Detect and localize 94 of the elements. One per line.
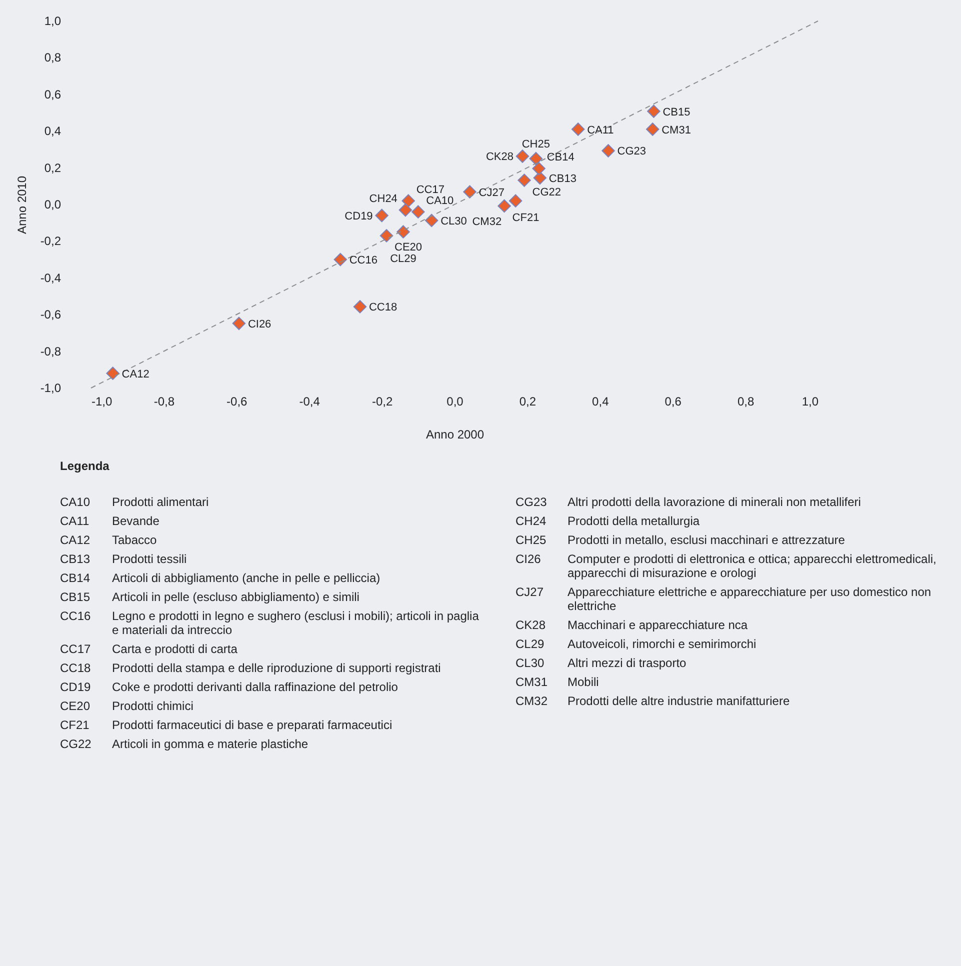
y-tick-label: -0,8 (40, 344, 62, 358)
text: CG23 Altri prodotti della lavorazione di minerali non metalliferi (516, 495, 861, 509)
annotation: CC17 (416, 184, 444, 196)
point (602, 144, 615, 158)
point (646, 122, 660, 136)
x-tick-label: -0,6 (226, 394, 248, 408)
text: CL30 Altri mezzi di trasporto (516, 656, 686, 670)
annotation: CC16 (349, 254, 378, 267)
annotation: CB15 (662, 106, 690, 118)
y-tick-label: -0,2 (40, 234, 62, 248)
text: CC16 Legno e prodotti in legno e sughero (esclusi i mobili); articoli in paglia e materiali da intreccio (60, 609, 479, 637)
point (518, 174, 531, 187)
x-axis-title: Anno 2000 (426, 428, 484, 442)
text: CF21 Prodotti farmaceutici di base e preparati farmaceutici (60, 718, 392, 732)
point (398, 203, 412, 217)
point (498, 199, 511, 213)
x-tick-label: 0,8 (737, 394, 754, 408)
point (516, 150, 530, 163)
x-tick-label: 1,0 (802, 394, 819, 408)
text: CB13 Prodotti tessili (60, 552, 187, 566)
text: CD19 Coke e prodotti derivanti dalla raffinazione del petrolio (60, 680, 398, 694)
annotation: CB13 (548, 172, 576, 185)
point (647, 104, 660, 118)
x-tick-label: 0,4 (592, 394, 610, 408)
annotation: CA10 (426, 194, 454, 207)
text: CA12 Tabacco (60, 533, 157, 547)
y-tick-label: 0,4 (44, 124, 62, 138)
annotation: CH25 (522, 138, 550, 151)
text: CA10 Prodotti alimentari (60, 495, 209, 509)
x-tick-label: -0,8 (154, 394, 175, 408)
text: CH24 Prodotti della metallurgia (516, 514, 700, 528)
point (532, 162, 546, 176)
annotation: CB14 (546, 152, 574, 164)
annotation: CK28 (486, 151, 514, 164)
annotation: CI26 (248, 318, 272, 330)
point (424, 214, 438, 228)
annotation: CL30 (440, 215, 467, 228)
y-tick-label: -1,0 (40, 381, 62, 395)
annotation: CE20 (394, 242, 422, 254)
y-tick-label: 0,2 (44, 160, 62, 175)
annotation: CF21 (512, 212, 540, 224)
x-tick-label: 0,0 (446, 394, 464, 408)
text: CC18 Prodotti della stampa e delle riproduzione di supporti registrati (60, 661, 441, 675)
annotation: CA11 (587, 124, 614, 136)
x-tick-label: -0,2 (372, 394, 393, 408)
point (334, 252, 347, 266)
annotation: CG22 (532, 186, 562, 198)
annotation: CH24 (369, 193, 398, 206)
point (375, 208, 388, 222)
point (529, 152, 543, 166)
annotation: CG23 (617, 146, 646, 158)
point (463, 185, 476, 198)
y-tick-label: -0,4 (40, 270, 62, 285)
y-axis-title: Anno 2010 (15, 176, 29, 234)
text: CK28 Macchinari e apparecchiature nca (516, 618, 748, 632)
text: CC17 Carta e prodotti di carta (60, 642, 238, 656)
y-tick-label: 0,8 (44, 50, 62, 65)
text: CB15 Articoli in pelle (escluso abbigliamento) e simili (60, 590, 360, 604)
x-tick-label: 0,6 (664, 394, 682, 408)
point (106, 366, 120, 380)
text: CL29 Autoveicoli, rimorchi e semirimorchi (516, 637, 756, 651)
y-tick-label: 0,6 (44, 87, 62, 102)
text: CM31 Mobili (516, 675, 599, 689)
point (533, 171, 547, 185)
text: CH25 Prodotti in metallo, esclusi macchinari e attrezzature (516, 533, 845, 547)
point (508, 194, 522, 208)
annotation: CL29 (390, 252, 416, 265)
point (380, 229, 394, 242)
y-tick-label: 0,0 (44, 198, 62, 212)
text: CE20 Prodotti chimici (60, 699, 194, 713)
text: CI26 Computer e prodotti di elettronica e ottica; apparecchi elettromedicali, apparecchi di misurazione e orologi (516, 552, 936, 580)
y-tick-label: 1,0 (44, 14, 62, 28)
point (232, 316, 246, 330)
annotation: CA12 (122, 368, 150, 380)
x-tick-label: 0,2 (519, 394, 536, 408)
y-tick-label: -0,6 (40, 308, 62, 322)
point (353, 300, 367, 314)
point (402, 194, 415, 208)
point (571, 122, 585, 136)
annotation: CJ27 (478, 186, 504, 199)
text: Legenda (60, 459, 110, 473)
annotation: CM32 (472, 216, 502, 228)
x-tick-label: -0,4 (299, 394, 320, 408)
annotation: CC18 (368, 302, 398, 314)
point (396, 225, 410, 238)
text: CB14 Articoli di abbigliamento (anche in pelle e pelliccia) (60, 571, 380, 585)
text: CG22 Articoli in gomma e materie plastiche (60, 737, 308, 751)
annotation: CD19 (344, 210, 373, 223)
text: CJ27 Apparecchiature elettriche e apparecchiature per uso domestico non elettriche (516, 585, 932, 613)
x-tick-label: -1,0 (92, 394, 113, 408)
point (412, 205, 425, 218)
annotation: CM31 (662, 124, 691, 136)
text: CA11 Bevande (60, 514, 160, 528)
text: CM32 Prodotti delle altre industrie manifatturiere (516, 694, 790, 708)
